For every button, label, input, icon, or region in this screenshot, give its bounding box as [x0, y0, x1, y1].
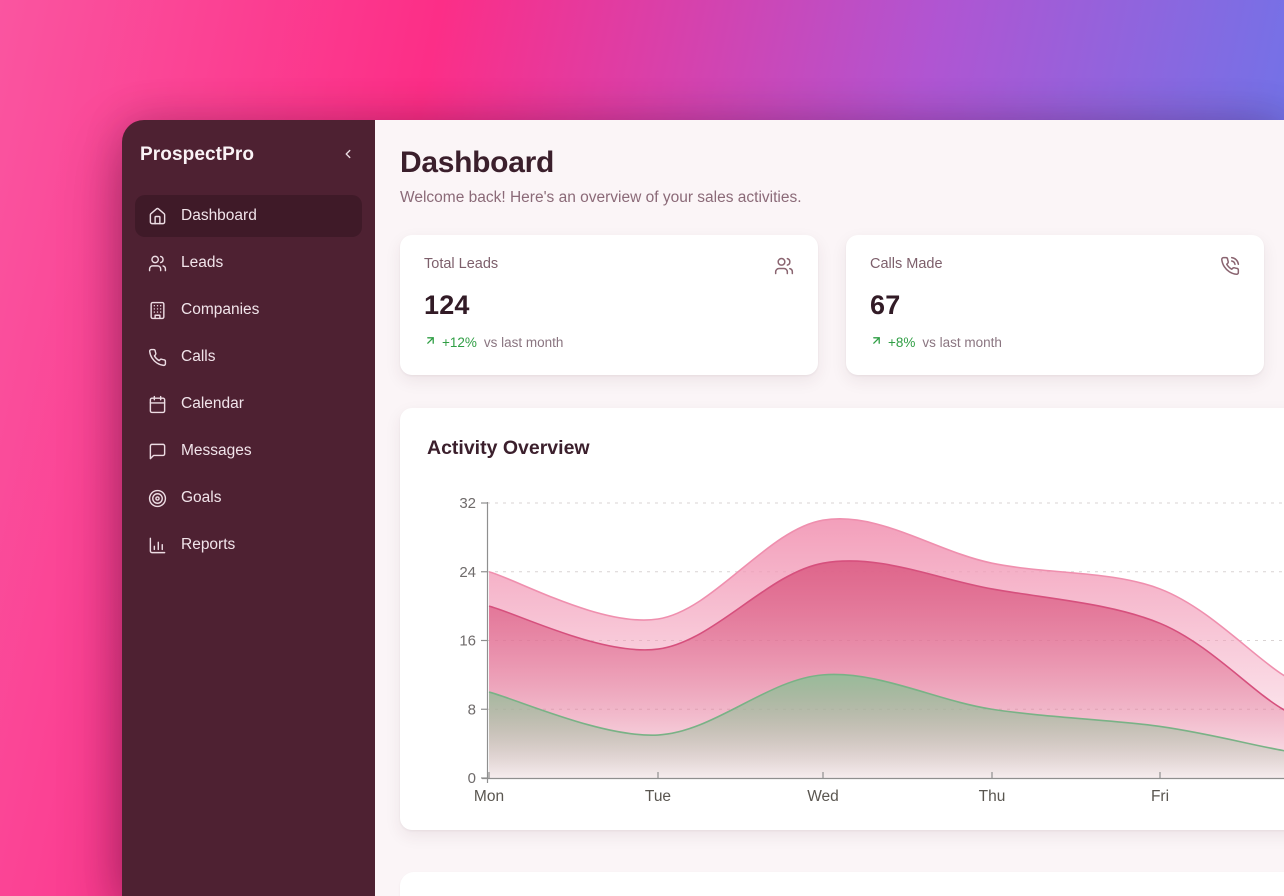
svg-text:24: 24: [459, 564, 476, 581]
chevron-left-icon: [341, 147, 355, 164]
page-subtitle: Welcome back! Here's an overview of your…: [400, 189, 802, 206]
stat-label: Calls Made: [870, 256, 943, 272]
svg-text:8: 8: [468, 701, 476, 718]
sidebar-item-label: Reports: [181, 536, 236, 553]
trend-suffix: vs last month: [922, 334, 1002, 350]
sidebar-item-reports[interactable]: Reports: [135, 524, 362, 566]
activity-overview-card: Activity Overview 0 8 16 24 32 Mon Tue Wed Thu Fr…: [400, 408, 1284, 830]
sidebar-item-messages[interactable]: Messages: [135, 430, 362, 472]
sidebar-item-label: Goals: [181, 489, 222, 506]
chart-title: Activity Overview: [427, 437, 590, 459]
trend-percent: +12%: [442, 334, 477, 350]
trend-suffix: vs last month: [483, 334, 564, 350]
sidebar-item-calls[interactable]: Calls: [135, 336, 362, 378]
arrow-up-right-icon: [870, 334, 883, 350]
stat-card-total-leads: Total Leads 124 +12% vs last month: [400, 235, 818, 375]
sidebar-item-companies[interactable]: Companies: [135, 289, 362, 331]
svg-text:Tue: Tue: [645, 788, 671, 805]
bar-chart-icon: [148, 536, 167, 555]
app-window: ProspectPro Dashboard Leads Companies Calls…: [122, 120, 1284, 896]
svg-text:0: 0: [468, 770, 476, 787]
sidebar-item-leads[interactable]: Leads: [135, 242, 362, 284]
stats-row: Total Leads 124 +12% vs last month Calls Mad…: [400, 235, 1284, 375]
page-title: Dashboard: [400, 146, 554, 179]
svg-text:Wed: Wed: [807, 788, 839, 805]
sidebar-item-label: Companies: [181, 301, 260, 318]
sidebar-item-calendar[interactable]: Calendar: [135, 383, 362, 425]
sidebar-item-label: Calendar: [181, 395, 244, 412]
sidebar-item-label: Calls: [181, 348, 216, 365]
stat-trend: +12% vs last month: [424, 334, 794, 350]
phone-call-icon: [1220, 256, 1240, 281]
home-icon: [148, 207, 167, 226]
stat-card-header: Calls Made: [870, 256, 1240, 281]
sidebar-nav: Dashboard Leads Companies Calls Calendar Mess…: [135, 195, 362, 566]
sidebar-collapse-button[interactable]: [338, 145, 358, 165]
sidebar-item-label: Leads: [181, 254, 224, 271]
app-logo-text: ProspectPro: [140, 144, 255, 165]
stat-card-header: Total Leads: [424, 256, 794, 281]
svg-text:Fri: Fri: [1151, 788, 1169, 805]
arrow-up-right-icon: [424, 334, 437, 350]
svg-text:16: 16: [459, 633, 476, 650]
sidebar-item-goals[interactable]: Goals: [135, 477, 362, 519]
stat-label: Total Leads: [424, 256, 499, 272]
sidebar-header: ProspectPro: [135, 138, 362, 166]
stat-value: 124: [424, 290, 470, 320]
sidebar: ProspectPro Dashboard Leads Companies Calls…: [122, 120, 375, 896]
stat-trend: +8% vs last month: [870, 334, 1240, 350]
stat-value: 67: [870, 290, 901, 320]
message-square-icon: [148, 442, 167, 461]
svg-text:Thu: Thu: [979, 788, 1006, 805]
target-icon: [148, 489, 167, 508]
users-icon: [774, 256, 794, 281]
trend-percent: +8%: [888, 334, 916, 350]
stat-card-calls-made: Calls Made 67 +8% vs last month: [846, 235, 1264, 375]
calendar-icon: [148, 395, 167, 414]
next-section-card: [400, 872, 1284, 896]
activity-overview-chart: 0 8 16 24 32 Mon Tue Wed Thu Fri: [400, 408, 1284, 830]
phone-icon: [148, 348, 167, 367]
sidebar-item-label: Messages: [181, 442, 252, 459]
users-icon: [148, 254, 167, 273]
sidebar-item-dashboard[interactable]: Dashboard: [135, 195, 362, 237]
svg-text:32: 32: [459, 495, 476, 512]
sidebar-item-label: Dashboard: [181, 207, 257, 224]
building-icon: [148, 301, 167, 320]
svg-text:Mon: Mon: [474, 788, 504, 805]
main-content: Dashboard Welcome back! Here's an overvi…: [375, 120, 1284, 896]
